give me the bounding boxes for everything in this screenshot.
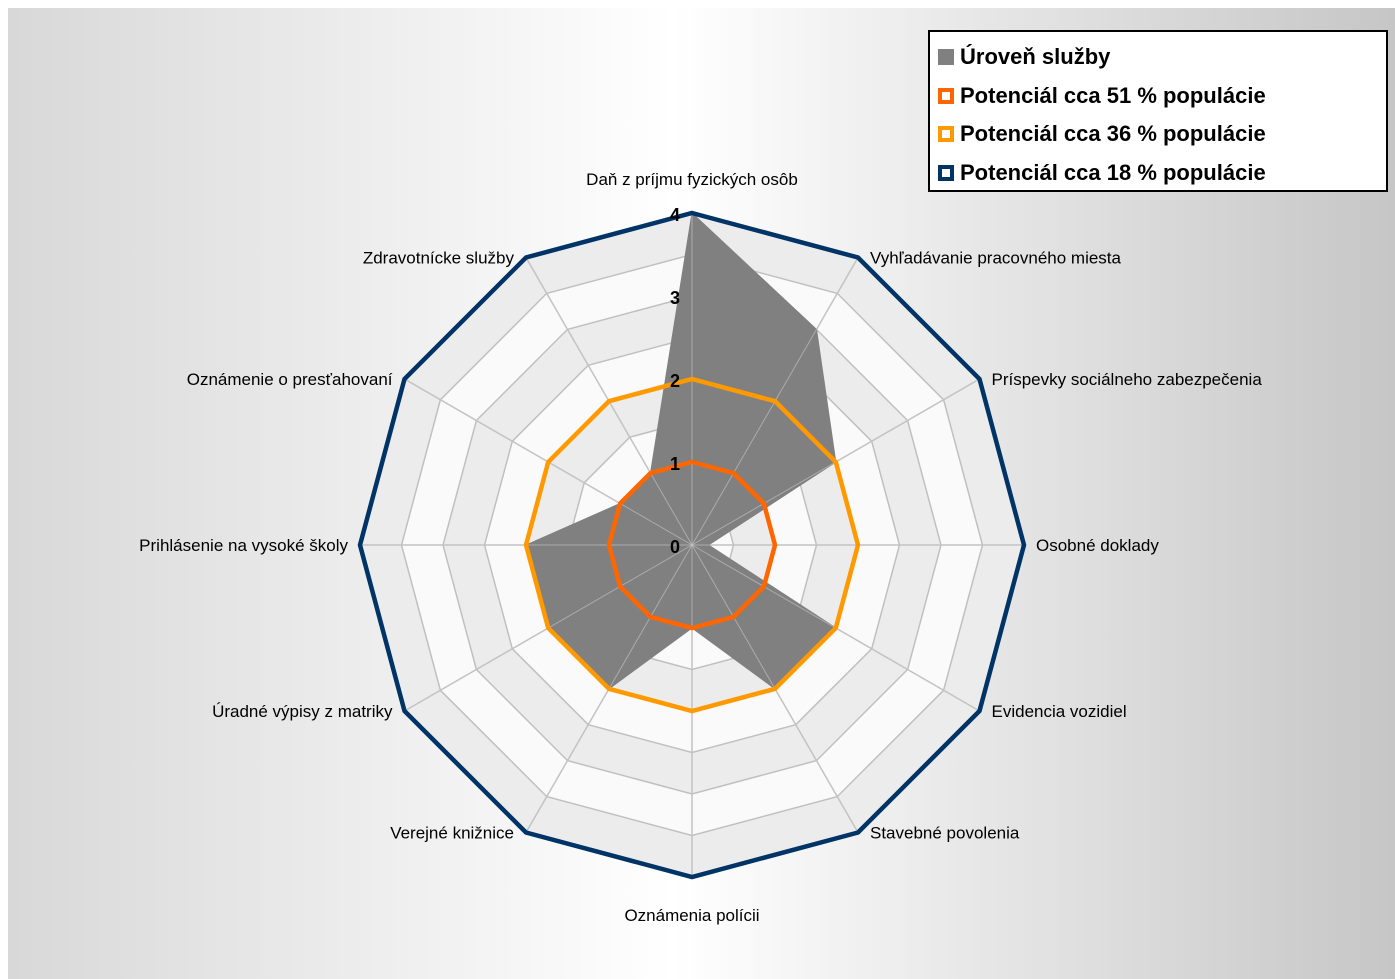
series-line-2	[523, 376, 861, 714]
category-label: Osobné doklady	[1036, 536, 1159, 555]
radar-category-labels: Daň z príjmu fyzických osôb Vyhľadávanie …	[139, 170, 1262, 925]
category-label: Oznámenie o presťahovaní	[187, 370, 393, 389]
legend-label: Potenciál cca 51 % populácie	[960, 82, 1266, 108]
category-label: Stavebné povolenia	[870, 824, 1020, 843]
category-label: Evidencia vozidiel	[992, 702, 1127, 721]
category-label: Úradné výpisy z matriky	[212, 702, 393, 721]
legend-swatch	[938, 87, 954, 104]
category-label: Zdravotnícke služby	[363, 249, 515, 268]
legend-label: Úroveň služby	[960, 44, 1111, 70]
tick-label: 4	[670, 205, 680, 225]
category-label: Prihlásenie na vysoké školy	[139, 536, 348, 555]
legend-item: Potenciál cca 18 % populácie	[938, 154, 1386, 193]
radar-series	[357, 210, 1027, 880]
legend-swatch	[938, 126, 954, 143]
legend-item: Úroveň služby	[938, 38, 1386, 77]
legend-swatch	[938, 164, 954, 181]
category-label: Verejné knižnice	[390, 824, 514, 843]
legend: Úroveň služby Potenciál cca 51 % populác…	[928, 30, 1388, 192]
tick-label: 0	[670, 537, 680, 557]
tick-label: 2	[670, 371, 680, 391]
legend-item: Potenciál cca 36 % populácie	[938, 115, 1386, 154]
category-label: Oznámenia polícii	[624, 906, 759, 925]
tick-label: 3	[670, 288, 680, 308]
legend-label: Potenciál cca 18 % populácie	[960, 159, 1266, 185]
category-label: Daň z príjmu fyzických osôb	[586, 170, 798, 189]
legend-swatch	[938, 49, 954, 66]
series-line-1	[606, 459, 778, 631]
tick-label: 1	[670, 454, 680, 474]
radar-tick-labels: 0 1 2 3 4	[670, 205, 680, 557]
legend-label: Potenciál cca 36 % populácie	[960, 121, 1266, 147]
category-label: Príspevky sociálneho zabezpečenia	[992, 370, 1263, 389]
legend-item: Potenciál cca 51 % populácie	[938, 77, 1386, 116]
series-line-3	[357, 210, 1027, 880]
category-label: Vyhľadávanie pracovného miesta	[870, 249, 1122, 268]
